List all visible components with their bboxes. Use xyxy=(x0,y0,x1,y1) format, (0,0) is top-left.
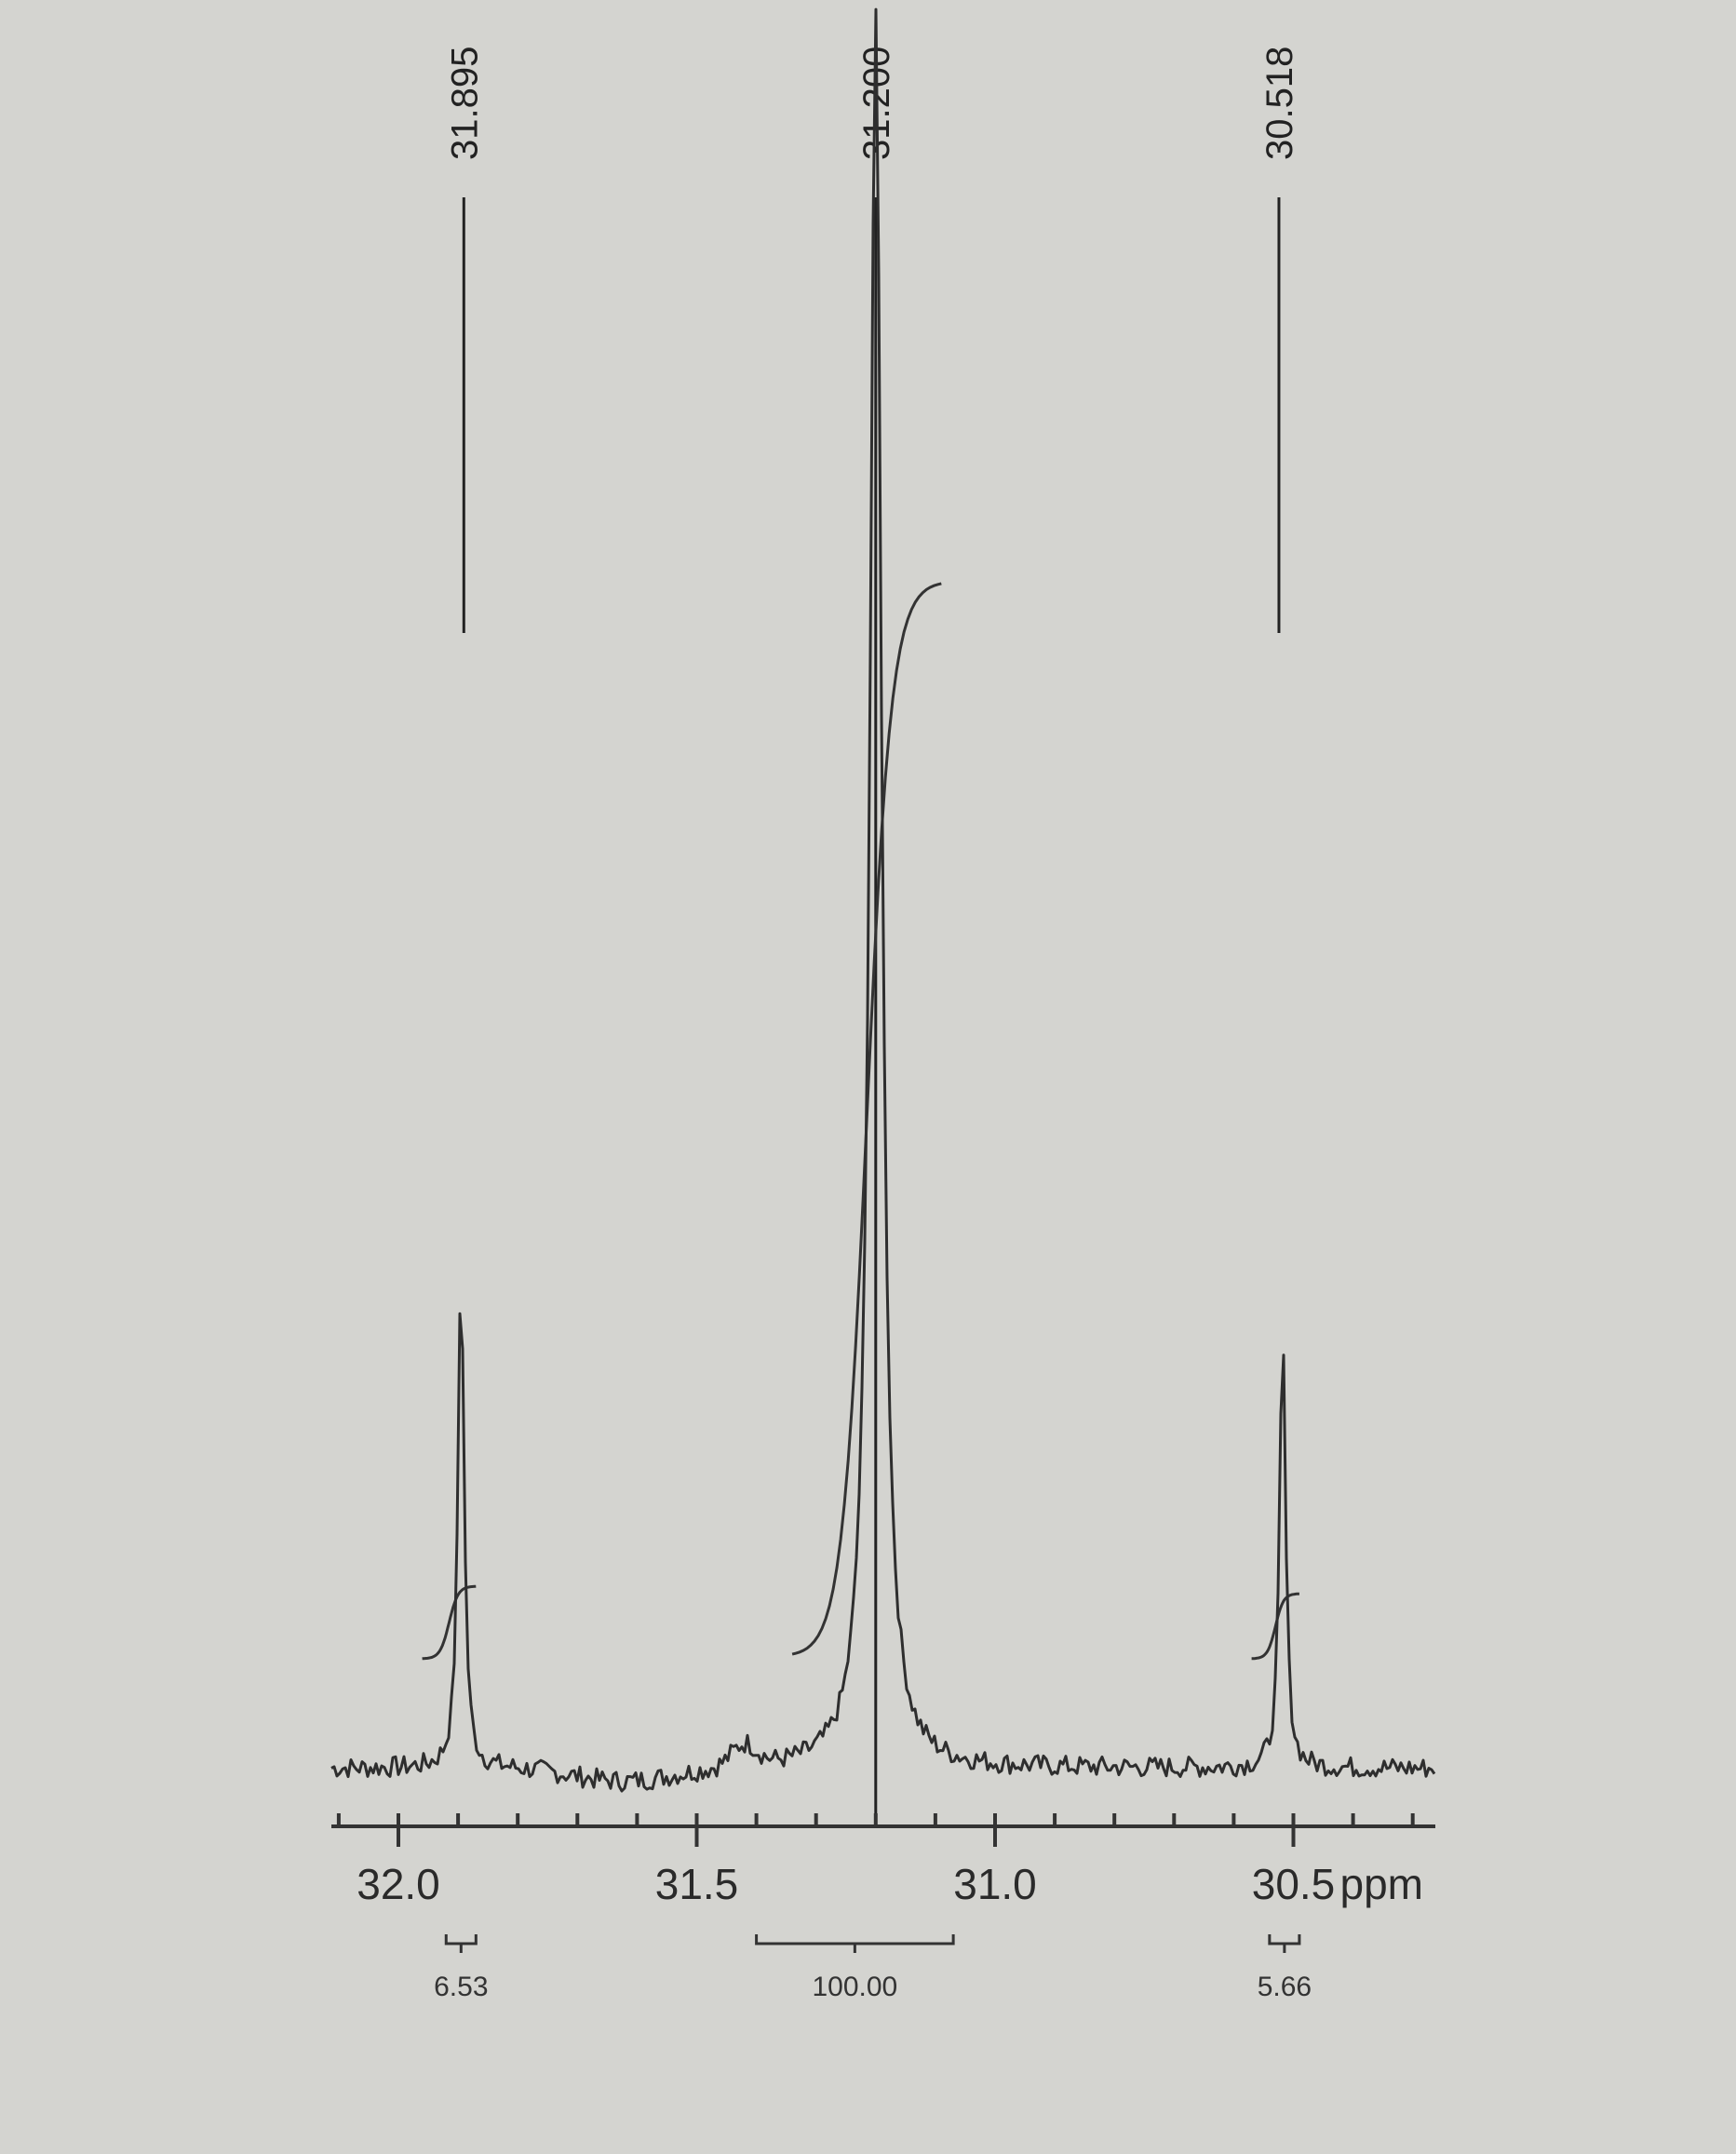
peak-shift-label: 30.518 xyxy=(1259,47,1300,160)
integral-bracket xyxy=(755,1934,955,1953)
integral-bracket xyxy=(444,1934,478,1953)
spectrum-trace xyxy=(330,7,1436,1793)
integral-bracket xyxy=(1268,1934,1301,1953)
integral-value: 100.00 xyxy=(812,1972,897,2002)
peak-shift-label: 31.895 xyxy=(444,47,485,160)
tick-label: 32.0 xyxy=(357,1860,440,1908)
integral-curves xyxy=(422,582,1299,1661)
tick-label: 30.5 xyxy=(1252,1860,1336,1908)
peak-markers: 31.895 31.200 30.518 xyxy=(444,47,1300,1824)
integral-brackets: 6.53 100.00 5.66 xyxy=(434,1934,1312,2002)
integral-value: 5.66 xyxy=(1258,1972,1312,2002)
integral-curve xyxy=(1251,1592,1299,1661)
integral-value: 6.53 xyxy=(434,1972,488,2002)
tick-label: 31.0 xyxy=(953,1860,1037,1908)
tick-label: 31.5 xyxy=(655,1860,739,1908)
axis-unit-label: ppm xyxy=(1340,1860,1423,1908)
x-axis: 32.0 31.5 31.0 30.5 xyxy=(331,1813,1435,1908)
